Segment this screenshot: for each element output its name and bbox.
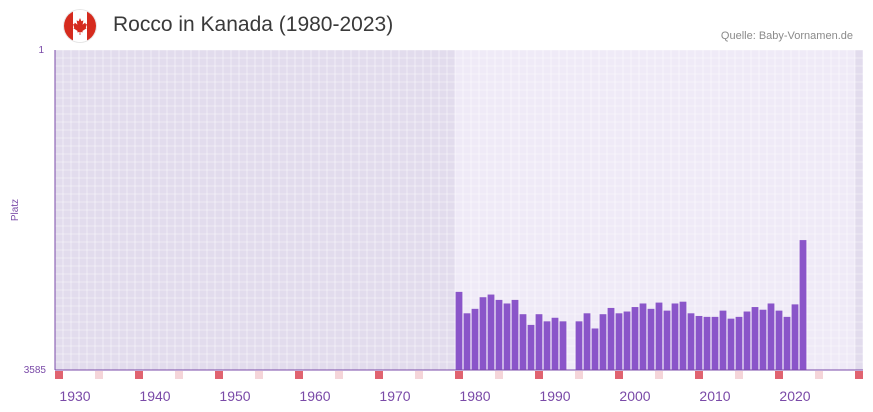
bar-2014 xyxy=(743,311,751,370)
bar-2018 xyxy=(775,310,783,370)
x-tick-label-1970: 1970 xyxy=(379,388,410,404)
y-axis-label: Platz xyxy=(10,199,21,221)
bar-1980 xyxy=(471,308,479,370)
year-marker-1963 xyxy=(335,371,343,379)
year-marker-1973 xyxy=(415,371,423,379)
bar-1984 xyxy=(503,303,511,370)
x-tick-label-1960: 1960 xyxy=(299,388,330,404)
bar-1986 xyxy=(519,314,527,370)
bar-2015 xyxy=(751,307,759,370)
x-tick-label-1950: 1950 xyxy=(219,388,250,404)
bar-1997 xyxy=(607,307,615,370)
bar-2008 xyxy=(695,315,703,370)
bar-1999 xyxy=(623,311,631,370)
bar-1985 xyxy=(511,299,519,370)
year-marker-2013 xyxy=(735,371,743,379)
bar-1995 xyxy=(591,328,599,370)
year-marker-2023 xyxy=(815,371,823,379)
x-tick-label-1930: 1930 xyxy=(59,388,90,404)
plot-grid xyxy=(54,49,864,371)
bar-2012 xyxy=(727,318,735,370)
x-tick-label-1980: 1980 xyxy=(459,388,490,404)
year-marker-1928 xyxy=(55,371,63,379)
year-marker-end xyxy=(855,371,863,379)
year-marker-1948 xyxy=(215,371,223,379)
year-marker-1998 xyxy=(615,371,623,379)
bar-2003 xyxy=(655,302,663,370)
bar-2017 xyxy=(767,303,775,370)
bar-1996 xyxy=(599,314,607,370)
year-marker-2018 xyxy=(775,371,783,379)
year-marker-1968 xyxy=(375,371,383,379)
x-tick-label-1990: 1990 xyxy=(539,388,570,404)
year-marker-1938 xyxy=(135,371,143,379)
bar-2004 xyxy=(663,310,671,370)
bar-1994 xyxy=(583,313,591,370)
x-tick-label-1940: 1940 xyxy=(139,388,170,404)
bar-2021 xyxy=(799,240,807,370)
tick-labels: 1 3585 Platz 1930 1940 1950 1960 1970 1980 1990 20… xyxy=(10,45,811,404)
bar-2007 xyxy=(687,313,695,370)
bar-2011 xyxy=(719,310,727,370)
bar-2019 xyxy=(783,316,791,370)
bar-1988 xyxy=(535,314,543,370)
axes xyxy=(54,50,863,371)
bar-2001 xyxy=(639,303,647,370)
x-tick-label-2010: 2010 xyxy=(699,388,730,404)
x-tick-label-2000: 2000 xyxy=(619,388,650,404)
year-marker-1958 xyxy=(295,371,303,379)
bar-2013 xyxy=(735,316,743,370)
year-marker-2008 xyxy=(695,371,703,379)
bar-2000 xyxy=(631,307,639,370)
bar-1981 xyxy=(479,297,487,370)
bar-2010 xyxy=(711,316,719,370)
year-marker-1988 xyxy=(535,371,543,379)
bar-1991 xyxy=(559,321,567,370)
year-marker-1978 xyxy=(455,371,463,379)
bar-2005 xyxy=(671,303,679,370)
y-tick-label-bottom: 3585 xyxy=(24,365,47,376)
year-marker-1993 xyxy=(575,371,583,379)
canada-flag-icon xyxy=(64,10,96,42)
bar-1982 xyxy=(487,294,495,370)
bar-1989 xyxy=(543,321,551,370)
year-marker-1953 xyxy=(255,371,263,379)
year-marker-2003 xyxy=(655,371,663,379)
year-markers xyxy=(55,371,863,379)
year-marker-1933 xyxy=(95,371,103,379)
bar-series xyxy=(455,240,807,370)
source-credit: Quelle: Baby-Vornamen.de xyxy=(720,30,853,42)
bar-1990 xyxy=(551,317,559,370)
bar-1998 xyxy=(615,313,623,370)
year-marker-1983 xyxy=(495,371,503,379)
bar-1978 xyxy=(455,291,463,370)
bar-2009 xyxy=(703,316,711,370)
chart-title: Rocco in Kanada (1980-2023) xyxy=(113,13,394,36)
x-tick-label-2020: 2020 xyxy=(779,388,810,404)
year-marker-1943 xyxy=(175,371,183,379)
bar-1979 xyxy=(463,313,471,370)
bar-1993 xyxy=(575,321,583,370)
bar-2020 xyxy=(791,304,799,370)
bar-1987 xyxy=(527,324,535,370)
bar-2002 xyxy=(647,308,655,370)
y-tick-label-top: 1 xyxy=(38,45,44,56)
bar-1983 xyxy=(495,299,503,370)
bar-2016 xyxy=(759,309,767,370)
bar-2006 xyxy=(679,301,687,370)
